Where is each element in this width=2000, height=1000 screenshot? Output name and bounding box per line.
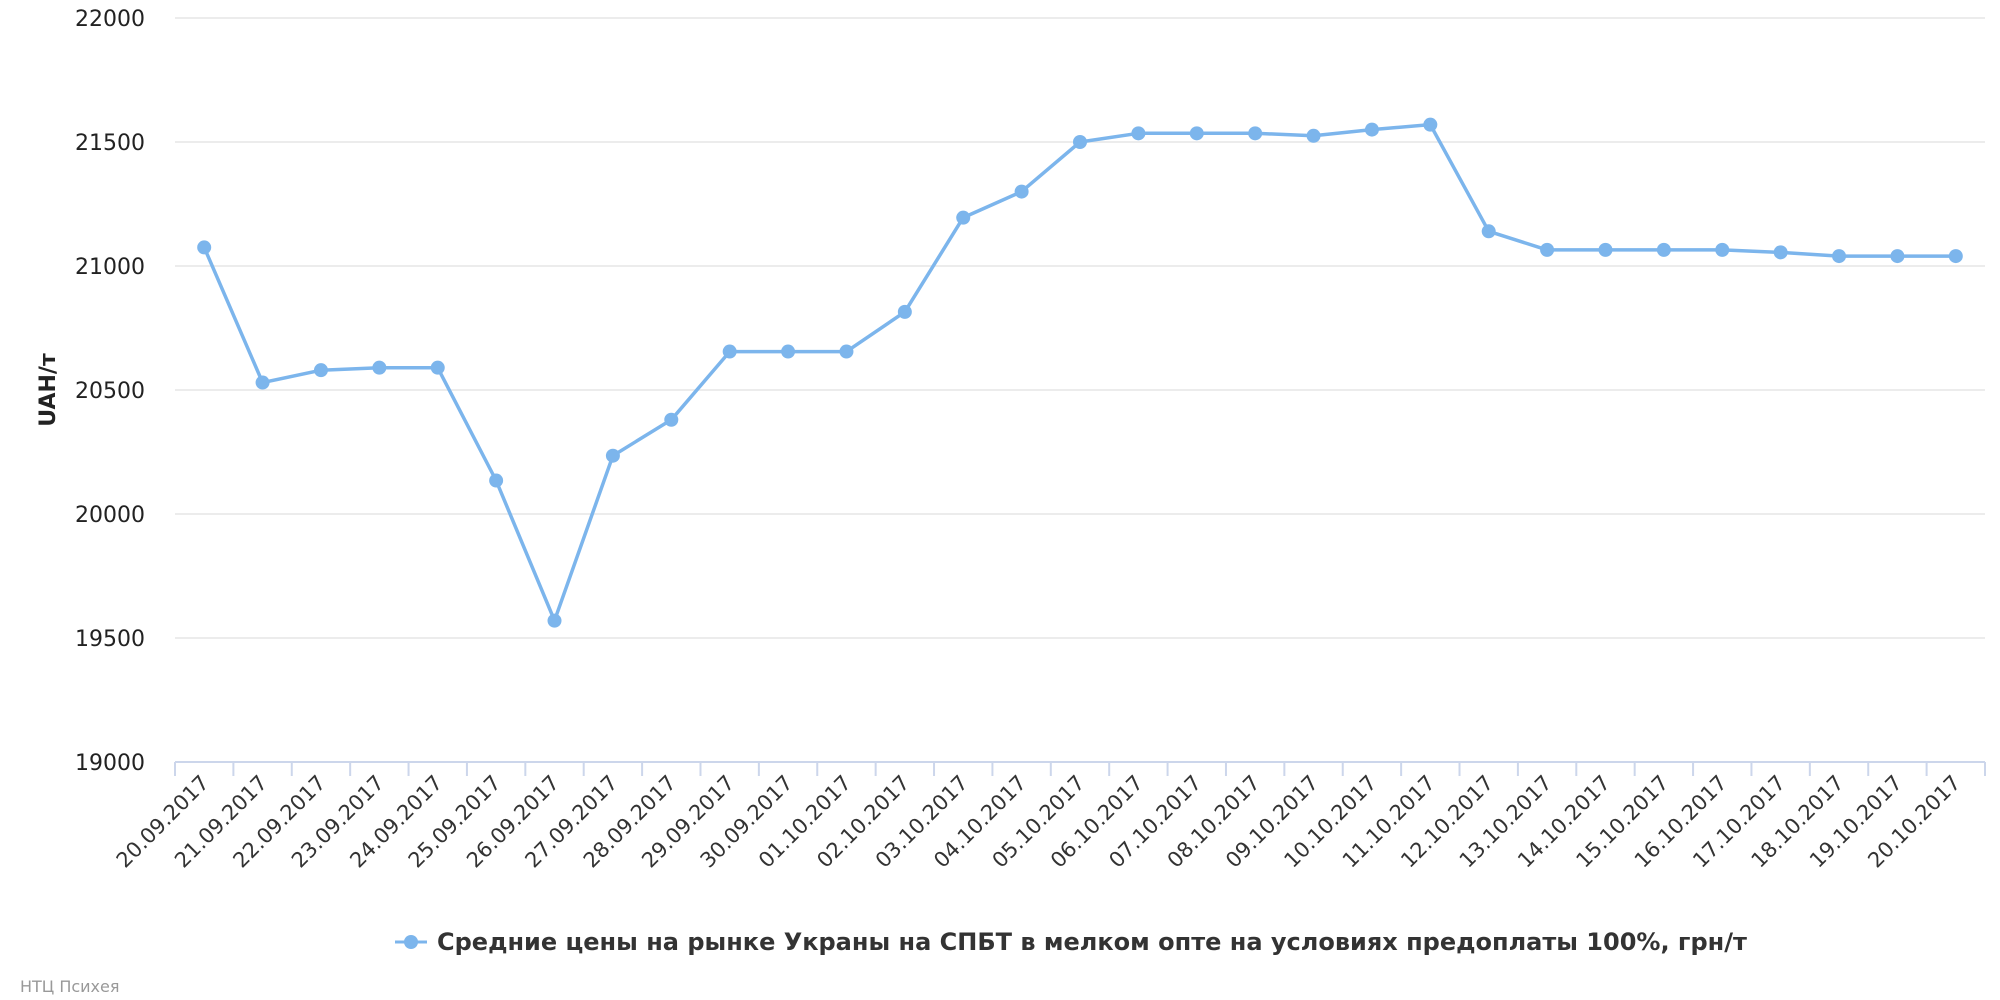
data-point[interactable] bbox=[489, 473, 504, 488]
data-point[interactable] bbox=[372, 360, 387, 375]
legend-marker bbox=[404, 935, 418, 949]
data-point[interactable] bbox=[1014, 184, 1029, 199]
data-point[interactable] bbox=[255, 375, 270, 390]
credit-text[interactable]: НТЦ Психея bbox=[20, 977, 119, 996]
y-axis: 19000 19500 20000 20500 21000 21500 22000 bbox=[75, 7, 145, 776]
data-point[interactable] bbox=[1598, 242, 1613, 257]
data-point[interactable] bbox=[1481, 224, 1496, 239]
data-point[interactable] bbox=[1890, 249, 1905, 264]
legend[interactable]: Средние цены на рынке Украны на СПБТ в м… bbox=[395, 928, 1747, 956]
data-point[interactable] bbox=[1189, 126, 1204, 141]
y-tick-label: 19500 bbox=[75, 627, 145, 652]
series-line bbox=[202, 122, 1958, 623]
data-point[interactable] bbox=[1248, 126, 1263, 141]
y-tick-label: 21000 bbox=[75, 255, 145, 280]
data-point[interactable] bbox=[1656, 242, 1671, 257]
gridlines bbox=[175, 17, 1985, 639]
data-point[interactable] bbox=[547, 613, 562, 628]
data-point[interactable] bbox=[1306, 128, 1321, 143]
data-point[interactable] bbox=[722, 344, 737, 359]
data-point[interactable] bbox=[1073, 135, 1087, 149]
data-point[interactable] bbox=[664, 412, 679, 427]
data-point[interactable] bbox=[1131, 126, 1146, 141]
y-tick-label: 22000 bbox=[75, 7, 145, 32]
y-tick-label: 21500 bbox=[75, 131, 145, 156]
data-point[interactable] bbox=[1364, 122, 1379, 137]
data-point[interactable] bbox=[897, 304, 912, 319]
series-group bbox=[197, 117, 1963, 628]
y-tick-label: 20000 bbox=[75, 503, 145, 528]
data-point[interactable] bbox=[605, 448, 620, 463]
data-point[interactable] bbox=[313, 363, 328, 378]
data-point[interactable] bbox=[1423, 117, 1438, 132]
data-point[interactable] bbox=[430, 360, 445, 375]
y-tick-label: 20500 bbox=[75, 379, 145, 404]
data-point[interactable] bbox=[956, 210, 971, 225]
legend-label[interactable]: Средние цены на рынке Украны на СПБТ в м… bbox=[437, 928, 1747, 956]
data-point[interactable] bbox=[839, 344, 854, 359]
data-point[interactable] bbox=[1715, 242, 1730, 257]
y-axis-label: UAH/т bbox=[36, 353, 61, 427]
y-tick-label: 19000 bbox=[75, 751, 145, 776]
data-point[interactable] bbox=[1540, 242, 1555, 257]
data-point[interactable] bbox=[1832, 249, 1847, 264]
data-point[interactable] bbox=[197, 240, 212, 255]
data-point[interactable] bbox=[1773, 245, 1788, 260]
x-axis: 20.09.201721.09.201722.09.201723.09.2017… bbox=[112, 761, 1986, 873]
data-point[interactable] bbox=[781, 344, 796, 359]
data-point[interactable] bbox=[1948, 249, 1963, 264]
